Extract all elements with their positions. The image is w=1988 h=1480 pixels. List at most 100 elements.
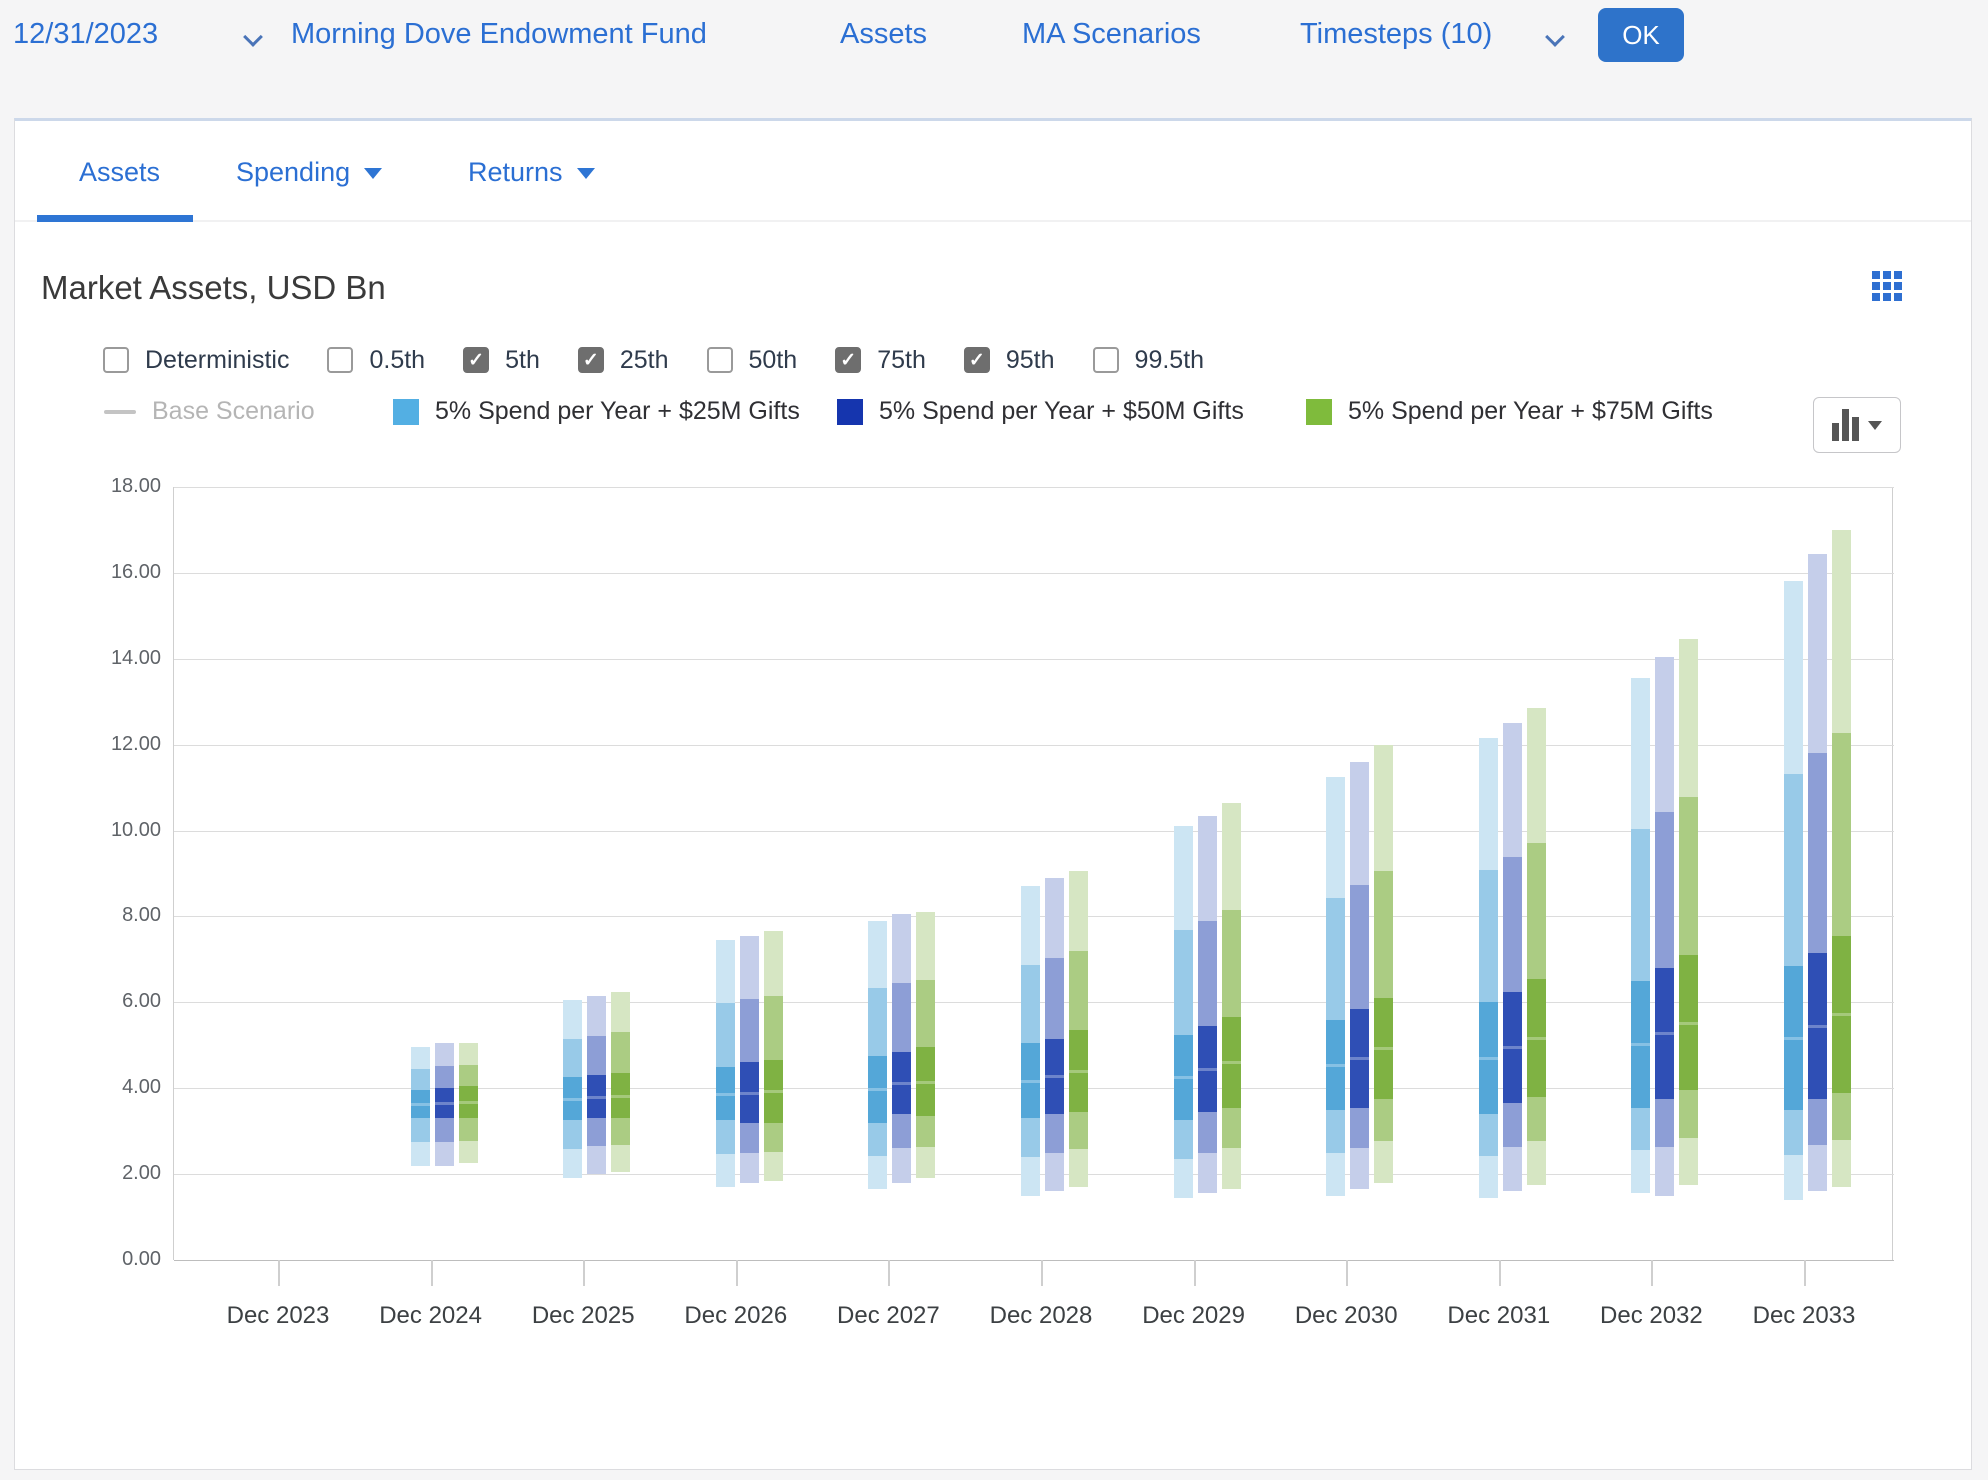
percentile-band bbox=[1069, 1112, 1088, 1150]
grid-view-icon[interactable] bbox=[1872, 271, 1904, 303]
percentile-checkbox-0.5th[interactable]: 0.5th bbox=[327, 346, 425, 375]
legend-entry[interactable]: Base Scenario bbox=[104, 397, 315, 426]
percentile-band bbox=[563, 1000, 582, 1039]
percentile-band bbox=[1784, 1155, 1803, 1200]
range-bar[interactable] bbox=[892, 487, 911, 1260]
checkbox-unchecked-icon[interactable] bbox=[327, 347, 353, 373]
percentile-band bbox=[1045, 958, 1064, 1039]
range-bar[interactable] bbox=[587, 487, 606, 1260]
range-bar[interactable] bbox=[1222, 487, 1241, 1260]
x-tick-label: Dec 2033 bbox=[1714, 1302, 1894, 1330]
chevron-down-icon[interactable] bbox=[1545, 27, 1565, 47]
percentile-band bbox=[892, 1148, 911, 1182]
percentile-checkbox-50th[interactable]: 50th bbox=[707, 346, 798, 375]
percentile-band bbox=[611, 1118, 630, 1145]
percentile-band bbox=[1503, 1103, 1522, 1147]
timesteps-dropdown[interactable]: Timesteps (10) bbox=[1300, 18, 1492, 51]
percentile-band bbox=[1069, 951, 1088, 1030]
checkbox-unchecked-icon[interactable] bbox=[1093, 347, 1119, 373]
range-bar[interactable] bbox=[740, 487, 759, 1260]
percentile-band bbox=[1527, 1141, 1546, 1185]
percentile-label: 5th bbox=[505, 346, 540, 375]
range-bar[interactable] bbox=[1045, 487, 1064, 1260]
range-bar[interactable] bbox=[868, 487, 887, 1260]
percentile-checkbox-deterministic[interactable]: Deterministic bbox=[103, 346, 289, 375]
range-bar[interactable] bbox=[1479, 487, 1498, 1260]
percentile-band bbox=[892, 914, 911, 983]
percentile-band bbox=[1374, 745, 1393, 872]
percentile-band bbox=[1655, 1099, 1674, 1147]
assets-link[interactable]: Assets bbox=[840, 18, 927, 51]
percentile-band bbox=[868, 988, 887, 1056]
y-tick-label: 6.00 bbox=[41, 990, 161, 1013]
range-bar[interactable] bbox=[1069, 487, 1088, 1260]
range-bar[interactable] bbox=[1350, 487, 1369, 1260]
tab-spending[interactable]: Spending bbox=[236, 157, 382, 188]
range-bar[interactable] bbox=[1326, 487, 1345, 1260]
tab-returns[interactable]: Returns bbox=[468, 157, 595, 188]
percentile-checkbox-75th[interactable]: ✓75th bbox=[835, 346, 926, 375]
range-bar[interactable] bbox=[611, 487, 630, 1260]
ma-scenarios-link[interactable]: MA Scenarios bbox=[1022, 18, 1201, 51]
median-stripe bbox=[1527, 1037, 1546, 1040]
range-bar[interactable] bbox=[1503, 487, 1522, 1260]
percentile-band bbox=[1222, 1148, 1241, 1189]
checkbox-unchecked-icon[interactable] bbox=[707, 347, 733, 373]
checkbox-checked-icon[interactable]: ✓ bbox=[964, 347, 990, 373]
legend-entry[interactable]: 5% Spend per Year + $50M Gifts bbox=[837, 397, 1244, 426]
range-bar[interactable] bbox=[1174, 487, 1193, 1260]
range-bar[interactable] bbox=[916, 487, 935, 1260]
tab-assets[interactable]: Assets bbox=[79, 157, 160, 188]
range-bar[interactable] bbox=[1631, 487, 1650, 1260]
median-stripe bbox=[764, 1090, 783, 1093]
range-bar[interactable] bbox=[1808, 487, 1827, 1260]
percentile-band bbox=[1045, 1114, 1064, 1153]
percentile-label: Deterministic bbox=[145, 346, 289, 375]
range-bar[interactable] bbox=[563, 487, 582, 1260]
range-bar[interactable] bbox=[764, 487, 783, 1260]
valuation-date-dropdown[interactable]: 12/31/2023 bbox=[13, 18, 158, 51]
percentile-band bbox=[1069, 871, 1088, 950]
percentile-checkbox-95th[interactable]: ✓95th bbox=[964, 346, 1055, 375]
range-bar[interactable] bbox=[1679, 487, 1698, 1260]
ok-button[interactable]: OK bbox=[1598, 8, 1684, 62]
percentile-band bbox=[1374, 1141, 1393, 1183]
range-bar[interactable] bbox=[1655, 487, 1674, 1260]
range-bar[interactable] bbox=[435, 487, 454, 1260]
range-bar[interactable] bbox=[1374, 487, 1393, 1260]
range-bar[interactable] bbox=[459, 487, 478, 1260]
legend-entry[interactable]: 5% Spend per Year + $25M Gifts bbox=[393, 397, 800, 426]
percentile-band bbox=[1198, 1153, 1217, 1194]
percentile-checkbox-99.5th[interactable]: 99.5th bbox=[1093, 346, 1205, 375]
percentile-band bbox=[1631, 1150, 1650, 1193]
percentile-checkbox-5th[interactable]: ✓ 5th bbox=[463, 346, 540, 375]
percentile-band bbox=[1503, 857, 1522, 991]
range-bar[interactable] bbox=[1021, 487, 1040, 1260]
median-stripe bbox=[1069, 1070, 1088, 1073]
legend-entry[interactable]: 5% Spend per Year + $75M Gifts bbox=[1306, 397, 1713, 426]
percentile-band bbox=[1679, 639, 1698, 797]
percentile-checkbox-25th[interactable]: ✓25th bbox=[578, 346, 669, 375]
checkbox-checked-icon[interactable]: ✓ bbox=[578, 347, 604, 373]
checkbox-unchecked-icon[interactable] bbox=[103, 347, 129, 373]
checkbox-checked-icon[interactable]: ✓ bbox=[835, 347, 861, 373]
percentile-band bbox=[459, 1141, 478, 1164]
percentile-band bbox=[411, 1047, 430, 1068]
range-bar[interactable] bbox=[1832, 487, 1851, 1260]
range-bar[interactable] bbox=[716, 487, 735, 1260]
percentile-band bbox=[1045, 1153, 1064, 1192]
fund-name-link[interactable]: Morning Dove Endowment Fund bbox=[291, 18, 707, 51]
range-bar[interactable] bbox=[1784, 487, 1803, 1260]
percentile-band bbox=[1374, 1099, 1393, 1141]
chevron-down-icon[interactable] bbox=[243, 27, 263, 47]
chart-type-button[interactable] bbox=[1813, 397, 1901, 453]
percentile-band bbox=[563, 1149, 582, 1178]
checkbox-checked-icon[interactable]: ✓ bbox=[463, 347, 489, 373]
range-bar[interactable] bbox=[1527, 487, 1546, 1260]
percentile-band bbox=[916, 980, 935, 1048]
percentile-band bbox=[1479, 738, 1498, 870]
range-bar[interactable] bbox=[411, 487, 430, 1260]
percentile-band bbox=[435, 1118, 454, 1142]
range-bar[interactable] bbox=[1198, 487, 1217, 1260]
percentile-band bbox=[1326, 1153, 1345, 1196]
